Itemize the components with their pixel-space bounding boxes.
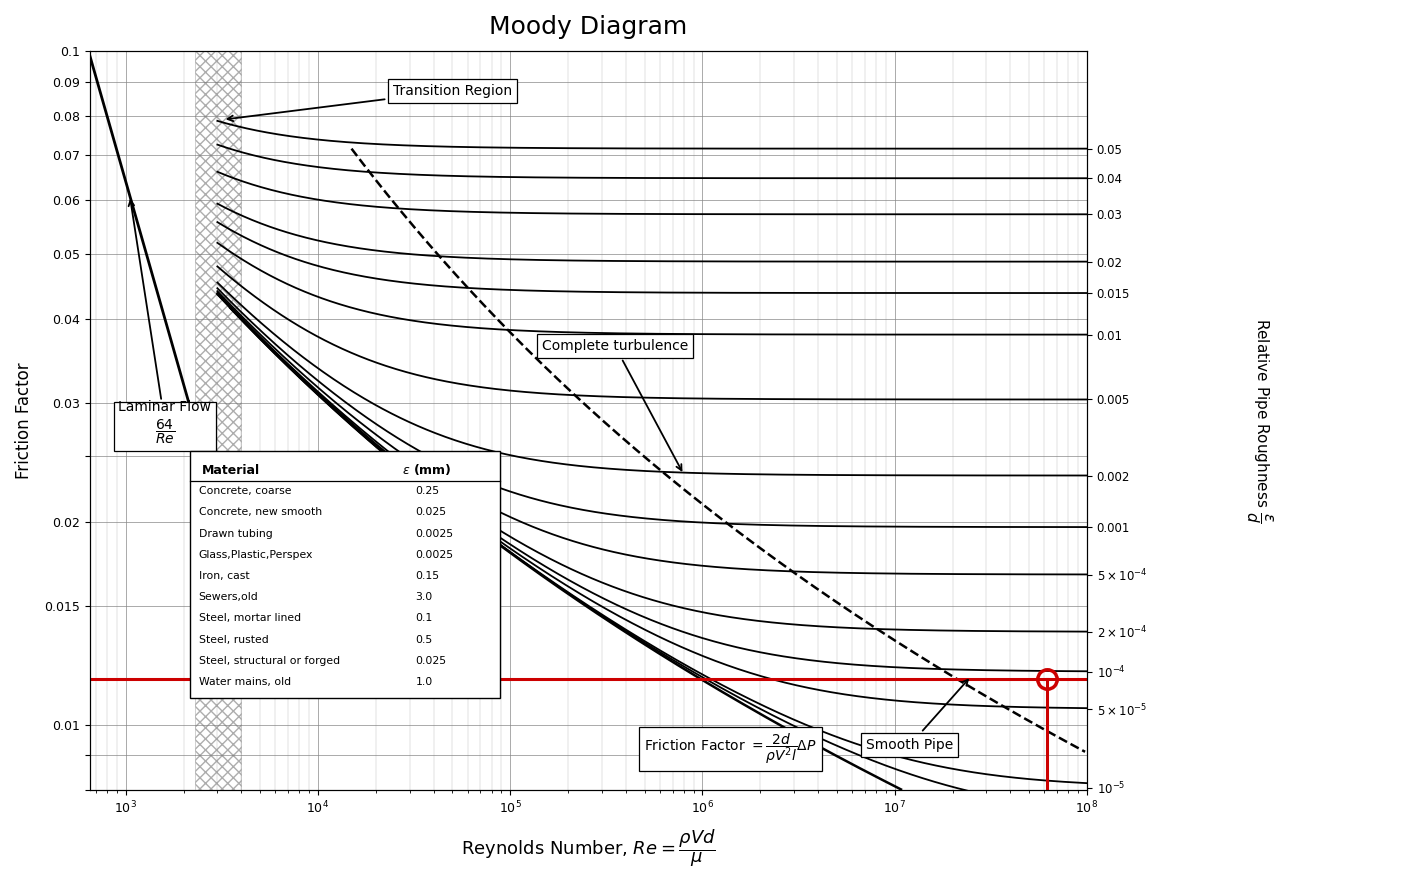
Text: Transition Region: Transition Region [227,84,511,121]
Text: 0.025: 0.025 [416,656,447,666]
Text: Friction Factor $= \dfrac{2d}{\rho V^2 l} \Delta P$: Friction Factor $= \dfrac{2d}{\rho V^2 l… [644,732,817,766]
Text: 0.25: 0.25 [416,486,440,496]
Text: Steel, structural or forged: Steel, structural or forged [199,656,340,666]
Text: Material: Material [201,464,259,476]
Y-axis label: Relative Pipe Roughness $\dfrac{\varepsilon}{d}$: Relative Pipe Roughness $\dfrac{\varepsi… [1244,318,1274,522]
Text: Laminar Flow
$\dfrac{64}{Re}$: Laminar Flow $\dfrac{64}{Re}$ [118,201,211,446]
Text: 0.5: 0.5 [416,635,433,644]
Bar [196,50,241,790]
Text: 0.15: 0.15 [416,571,440,581]
Text: 0.1: 0.1 [416,613,433,623]
Text: Water mains, old: Water mains, old [199,677,290,687]
Text: Concrete, coarse: Concrete, coarse [199,486,292,496]
Text: Steel, rusted: Steel, rusted [199,635,269,644]
Y-axis label: Friction Factor: Friction Factor [15,362,32,478]
Text: Concrete, new smooth: Concrete, new smooth [199,507,321,517]
Title: Moody Diagram: Moody Diagram [489,15,688,39]
Text: 0.0025: 0.0025 [416,550,454,560]
Text: Sewers,old: Sewers,old [199,592,258,602]
Text: Complete turbulence: Complete turbulence [541,339,688,470]
Text: $\varepsilon$ (mm): $\varepsilon$ (mm) [402,461,451,476]
Text: 3.0: 3.0 [416,592,433,602]
X-axis label: Reynolds Number, $Re = \dfrac{\rho V d}{\mu}$: Reynolds Number, $Re = \dfrac{\rho V d}{… [461,827,716,869]
Text: 1.0: 1.0 [416,677,433,687]
Text: Steel, mortar lined: Steel, mortar lined [199,613,300,623]
Text: 0.0025: 0.0025 [416,529,454,538]
Text: 0.025: 0.025 [416,507,447,517]
Text: Glass,Plastic,Perspex: Glass,Plastic,Perspex [199,550,313,560]
Text: Smooth Pipe: Smooth Pipe [867,680,968,752]
Text: Drawn tubing: Drawn tubing [199,529,272,538]
Text: Iron, cast: Iron, cast [199,571,249,581]
